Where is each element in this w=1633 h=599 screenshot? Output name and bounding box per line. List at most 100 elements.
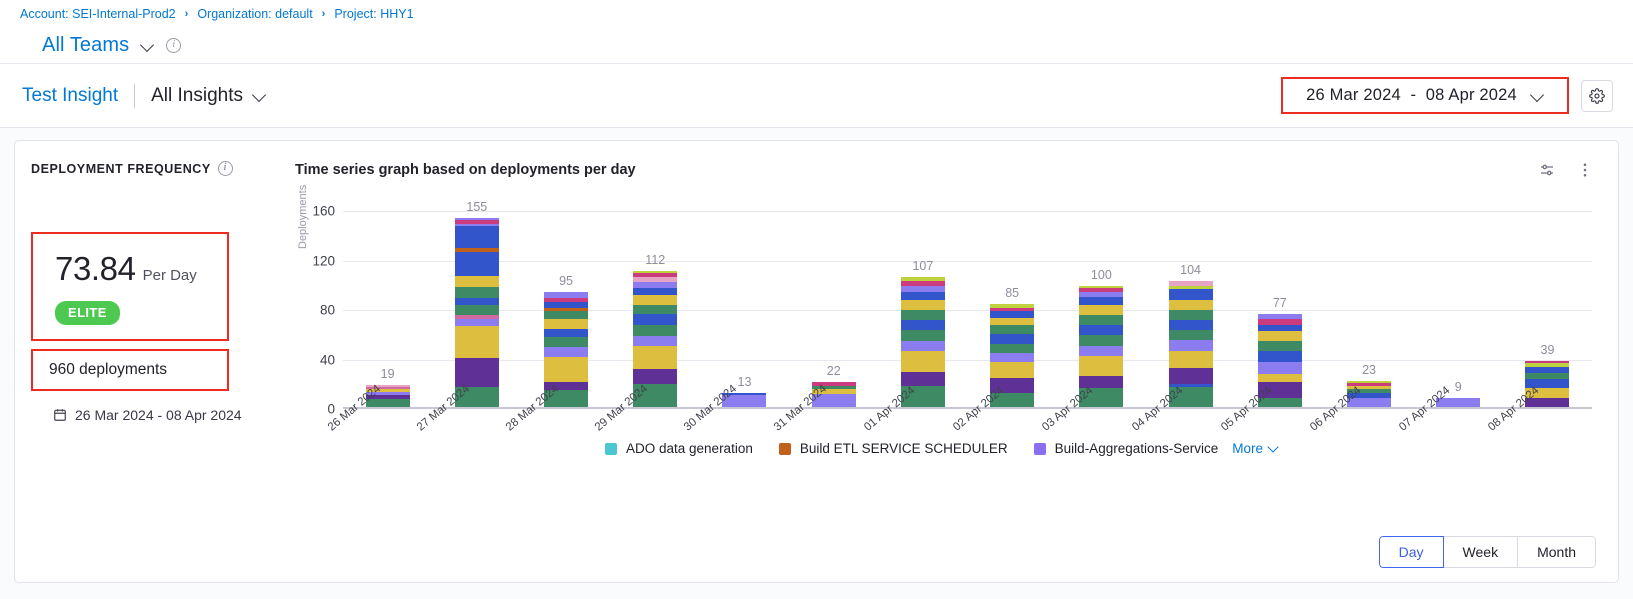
bar-segment[interactable] (722, 392, 767, 396)
bar-segment[interactable] (1257, 318, 1302, 326)
bar-segment[interactable] (1168, 289, 1213, 301)
granularity-option-day[interactable]: Day (1378, 536, 1444, 568)
bar-segment[interactable] (1436, 397, 1481, 409)
bar-segment[interactable] (1079, 285, 1124, 289)
bar-segment[interactable] (544, 301, 589, 308)
bar-segment[interactable] (454, 217, 499, 221)
legend-more-button[interactable]: More (1232, 441, 1279, 456)
bar-segment[interactable] (1257, 341, 1302, 351)
bar-segment[interactable] (633, 313, 678, 326)
bar-segment[interactable] (633, 325, 678, 337)
bar-segment[interactable] (1168, 368, 1213, 385)
bar-segment[interactable] (1079, 305, 1124, 316)
bar-segment[interactable] (454, 386, 499, 409)
bar-segment[interactable] (900, 350, 945, 372)
sliders-icon[interactable] (1538, 161, 1556, 179)
bar-stack[interactable] (1525, 360, 1570, 409)
legend-item[interactable]: Build ETL SERVICE SCHEDULER (778, 441, 1008, 456)
bar-segment[interactable] (900, 300, 945, 311)
bar-segment[interactable] (1525, 397, 1570, 409)
bar-stack[interactable] (990, 304, 1035, 409)
bar-segment[interactable] (633, 288, 678, 296)
bar-segment[interactable] (454, 275, 499, 287)
info-icon[interactable]: i (166, 38, 182, 53)
all-teams-label[interactable]: All Teams (42, 34, 130, 56)
bar-segment[interactable] (1168, 300, 1213, 311)
bar-segment[interactable] (544, 347, 589, 358)
bar-segment[interactable] (1079, 325, 1124, 335)
bar-segment[interactable] (454, 220, 499, 224)
bar-segment[interactable] (544, 381, 589, 391)
bar-segment[interactable] (1347, 383, 1392, 386)
bar-segment[interactable] (990, 317, 1035, 326)
bar-segment[interactable] (900, 276, 945, 281)
bar-segment[interactable] (990, 304, 1035, 308)
bar-segment[interactable] (633, 270, 678, 274)
bar-segment[interactable] (454, 286, 499, 298)
bar-segment[interactable] (544, 328, 589, 338)
bar-stack[interactable] (365, 384, 410, 409)
bar-segment[interactable] (1079, 291, 1124, 297)
bar-segment[interactable] (544, 291, 589, 298)
bar-segment[interactable] (1168, 285, 1213, 290)
bar-segment[interactable] (811, 381, 856, 386)
bar-segment[interactable] (1347, 392, 1392, 398)
bar-stack[interactable] (633, 270, 678, 409)
bar-segment[interactable] (1257, 381, 1302, 398)
bar-segment[interactable] (1257, 374, 1302, 382)
bar-segment[interactable] (1525, 367, 1570, 374)
bar-segment[interactable] (900, 385, 945, 409)
bar-segment[interactable] (633, 346, 678, 370)
breadcrumb-item-project[interactable]: Project: HHY1 (334, 7, 414, 21)
bar-segment[interactable] (1525, 360, 1570, 364)
bar-segment[interactable] (1168, 329, 1213, 340)
bar-stack[interactable] (722, 392, 767, 409)
bar-segment[interactable] (1079, 296, 1124, 306)
bar-segment[interactable] (900, 291, 945, 301)
bar-segment[interactable] (365, 386, 410, 390)
bar-segment[interactable] (454, 252, 499, 276)
bar-segment[interactable] (1079, 355, 1124, 376)
bar-segment[interactable] (633, 384, 678, 409)
bar-segment[interactable] (1257, 362, 1302, 375)
bar-group[interactable]: 77 (1235, 199, 1324, 409)
bar-group[interactable]: 112 (611, 199, 700, 409)
bar-segment[interactable] (544, 390, 589, 409)
bar-segment[interactable] (454, 315, 499, 319)
bar-stack[interactable] (544, 291, 589, 409)
bar-group[interactable]: 100 (1057, 199, 1146, 409)
legend-item[interactable]: Build-Aggregations-Service (1033, 441, 1218, 456)
bar-segment[interactable] (365, 384, 410, 387)
bar-segment[interactable] (1257, 331, 1302, 342)
bar-segment[interactable] (1079, 346, 1124, 356)
bar-segment[interactable] (1168, 320, 1213, 330)
bar-segment[interactable] (722, 395, 767, 409)
bar-group[interactable]: 39 (1503, 199, 1592, 409)
bar-segment[interactable] (544, 318, 589, 329)
bar-segment[interactable] (454, 297, 499, 306)
bar-segment[interactable] (454, 358, 499, 387)
settings-button[interactable] (1581, 79, 1613, 112)
bar-segment[interactable] (544, 297, 589, 302)
bar-segment[interactable] (990, 362, 1035, 379)
bar-segment[interactable] (544, 307, 589, 312)
bar-segment[interactable] (900, 371, 945, 386)
bar-stack[interactable] (1347, 380, 1392, 409)
bar-group[interactable]: 85 (968, 199, 1057, 409)
bar-segment[interactable] (1257, 350, 1302, 363)
bar-segment[interactable] (633, 369, 678, 385)
bar-group[interactable]: 13 (700, 199, 789, 409)
bar-segment[interactable] (633, 273, 678, 277)
bar-segment[interactable] (990, 307, 1035, 312)
bar-segment[interactable] (365, 395, 410, 400)
granularity-option-month[interactable]: Month (1518, 536, 1596, 568)
bar-segment[interactable] (811, 385, 856, 390)
bar-segment[interactable] (544, 337, 589, 348)
bar-segment[interactable] (990, 392, 1035, 409)
bar-segment[interactable] (365, 389, 410, 392)
bar-segment[interactable] (1525, 379, 1570, 389)
bar-segment[interactable] (544, 311, 589, 319)
bar-group[interactable]: 22 (789, 199, 878, 409)
bar-segment[interactable] (1079, 375, 1124, 388)
bar-group[interactable]: 155 (432, 199, 521, 409)
